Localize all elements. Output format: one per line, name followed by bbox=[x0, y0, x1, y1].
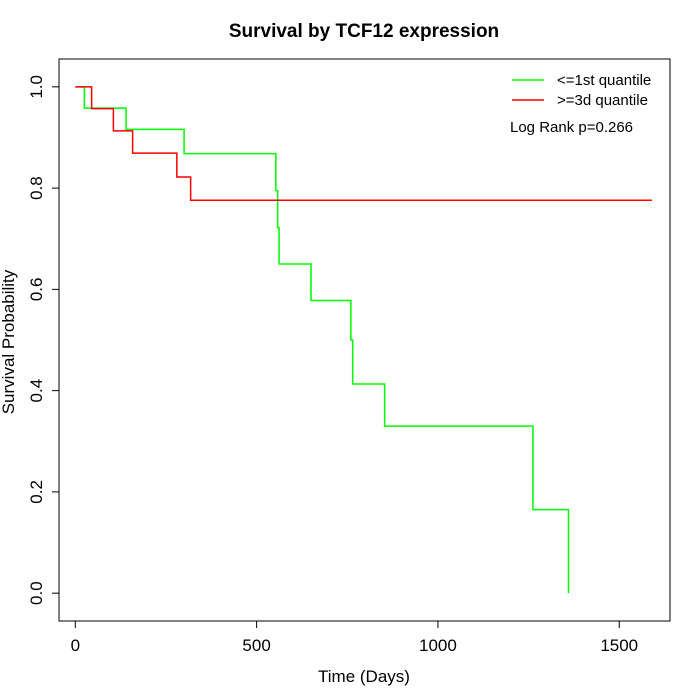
legend-label-0: <=1st quantile bbox=[557, 72, 651, 89]
y-tick-label: 0.0 bbox=[27, 581, 46, 605]
y-axis-label: Survival Probability bbox=[0, 269, 18, 414]
y-tick-label: 0.8 bbox=[27, 176, 46, 200]
legend-label-1: >=3d quantile bbox=[557, 92, 648, 109]
x-tick-label: 1000 bbox=[419, 636, 457, 655]
y-tick-label: 0.2 bbox=[27, 480, 46, 504]
plot-area-frame bbox=[58, 58, 671, 622]
y-tick-label: 0.6 bbox=[27, 278, 46, 302]
legend: <=1st quantile >=3d quantile bbox=[512, 72, 651, 109]
y-axis: 0.0 0.2 0.4 0.6 0.8 1.0 bbox=[27, 75, 60, 605]
x-axis: 0 500 1000 1500 bbox=[71, 620, 638, 655]
y-tick-label: 0.4 bbox=[27, 379, 46, 403]
log-rank-annotation: Log Rank p=0.266 bbox=[510, 119, 633, 136]
x-tick-label: 1500 bbox=[600, 636, 638, 655]
series-line-0 bbox=[75, 86, 570, 594]
series-line-1 bbox=[75, 86, 652, 202]
x-tick-label: 500 bbox=[242, 636, 270, 655]
chart-title: Survival by TCF12 expression bbox=[229, 21, 499, 42]
series-layer bbox=[75, 86, 652, 594]
x-tick-label: 0 bbox=[71, 636, 80, 655]
y-tick-label: 1.0 bbox=[27, 75, 46, 99]
x-axis-label: Time (Days) bbox=[318, 667, 410, 686]
